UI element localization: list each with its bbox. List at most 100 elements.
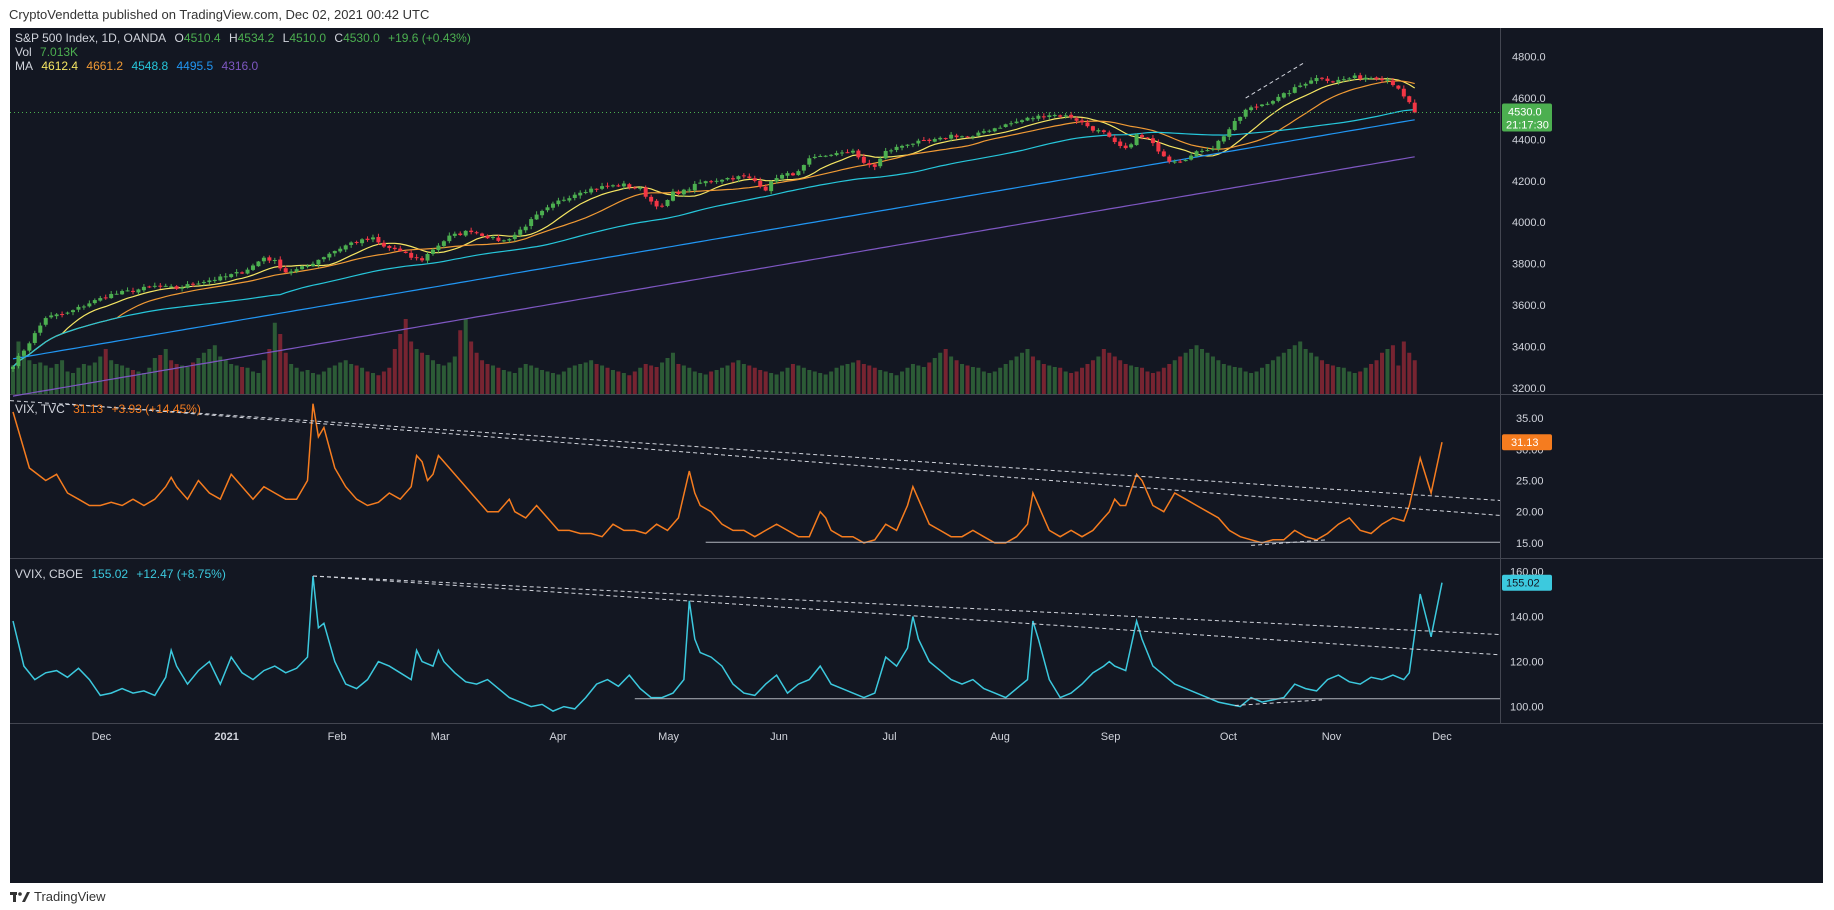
volume-bar bbox=[485, 364, 490, 394]
candle bbox=[703, 180, 708, 187]
candle bbox=[43, 316, 48, 327]
candle bbox=[447, 232, 452, 244]
time-axis-label: Jun bbox=[770, 731, 788, 743]
candle bbox=[147, 285, 152, 289]
candle-body bbox=[747, 176, 752, 178]
candle-body bbox=[1363, 77, 1368, 80]
volume-bar bbox=[1249, 373, 1254, 394]
candle bbox=[1281, 92, 1286, 99]
candle bbox=[616, 183, 621, 187]
volume-bar bbox=[321, 371, 326, 394]
candle bbox=[910, 143, 915, 148]
volume-bar bbox=[1254, 371, 1259, 394]
ma-value-1: 4612.4 bbox=[41, 59, 79, 73]
volume-bar bbox=[496, 367, 501, 394]
volume-bar bbox=[65, 371, 70, 394]
candle bbox=[16, 353, 21, 369]
candle bbox=[790, 172, 795, 176]
candle bbox=[1232, 117, 1237, 132]
volume-bar bbox=[294, 367, 299, 394]
tradingview-logo[interactable]: TradingView bbox=[10, 889, 106, 904]
candle-body bbox=[872, 164, 877, 167]
candle-body bbox=[1254, 106, 1259, 108]
candle bbox=[856, 149, 861, 160]
candle-body bbox=[452, 233, 457, 236]
price-low-label: L bbox=[282, 31, 290, 45]
volume-bar bbox=[1336, 367, 1341, 394]
volume-bar bbox=[747, 365, 752, 394]
price-axis: 4800.0 4600.0 4400.0 4200.0 4000.0 3800.0 3600… bbox=[1512, 52, 1546, 395]
candle-body bbox=[1189, 155, 1194, 160]
candle bbox=[65, 311, 70, 315]
volume-bar bbox=[245, 367, 250, 394]
candle bbox=[1058, 114, 1063, 119]
volume-bar bbox=[180, 365, 185, 394]
candle-body bbox=[1396, 85, 1401, 89]
volume-bar bbox=[1123, 364, 1128, 394]
pane-backgrounds bbox=[10, 28, 1823, 883]
candle-body bbox=[152, 285, 157, 287]
candle bbox=[916, 138, 921, 147]
volume-bar bbox=[703, 374, 708, 394]
price-close-label: C bbox=[334, 31, 344, 45]
candle bbox=[594, 188, 599, 192]
candle bbox=[1003, 123, 1008, 128]
price-trendline bbox=[1245, 61, 1306, 99]
volume-bar bbox=[365, 371, 370, 394]
price-axis-tick: 4600.0 bbox=[1512, 93, 1546, 105]
candle-body bbox=[16, 355, 21, 367]
vix-axis-tick: 25.00 bbox=[1516, 475, 1544, 487]
candle-body bbox=[720, 179, 725, 182]
candle bbox=[818, 154, 823, 158]
candle-body bbox=[223, 276, 228, 278]
volume-bar bbox=[501, 370, 506, 394]
vvix-trendline-2 bbox=[312, 575, 1501, 656]
candle-body bbox=[403, 251, 408, 253]
candle bbox=[21, 349, 26, 358]
candle bbox=[681, 188, 686, 197]
candle-body bbox=[785, 173, 790, 176]
candle bbox=[218, 273, 223, 282]
volume-bar bbox=[32, 364, 37, 394]
candle bbox=[932, 137, 937, 143]
candle bbox=[589, 186, 594, 195]
candle bbox=[1336, 76, 1341, 85]
volume-bar bbox=[1080, 367, 1085, 394]
volume-bar bbox=[463, 319, 468, 394]
candle-body bbox=[572, 194, 577, 198]
volume-bar bbox=[649, 365, 654, 394]
volume-bar bbox=[11, 365, 15, 394]
volume-bar bbox=[1090, 360, 1095, 394]
volume-bar bbox=[1320, 360, 1325, 394]
candle bbox=[1401, 85, 1406, 99]
candle-body bbox=[1058, 115, 1063, 117]
chart-frame[interactable]: 4800.0 4600.0 4400.0 4200.0 4000.0 3800.0 3600… bbox=[10, 28, 1823, 883]
volume-bar bbox=[1276, 356, 1281, 394]
candle-body bbox=[632, 187, 637, 189]
candle bbox=[654, 199, 659, 210]
vvix-value: 155.02 bbox=[91, 567, 129, 581]
volume-bar bbox=[954, 360, 959, 394]
vix-legend: VIX, TVC 31.13 +3.93 (+14.45%) bbox=[15, 402, 206, 416]
candle bbox=[289, 268, 294, 276]
volume-bar bbox=[1014, 356, 1019, 394]
candle bbox=[1221, 134, 1226, 144]
volume-bar bbox=[474, 352, 479, 394]
candle-body bbox=[780, 174, 785, 179]
volume-bar bbox=[452, 356, 457, 394]
candle-body bbox=[840, 152, 845, 154]
candle bbox=[212, 276, 217, 283]
volume-bar bbox=[518, 367, 523, 394]
volume-bar bbox=[523, 364, 528, 394]
volume-bar bbox=[420, 352, 425, 394]
volume-bar bbox=[381, 371, 386, 394]
vvix-low-trendline bbox=[1234, 699, 1323, 706]
candle bbox=[676, 189, 681, 196]
candle bbox=[643, 185, 648, 199]
candle-body bbox=[283, 268, 288, 273]
volume-bar bbox=[338, 362, 343, 394]
tradingview-logo-icon bbox=[10, 891, 30, 902]
candle-body bbox=[1380, 78, 1385, 81]
candle bbox=[1407, 95, 1412, 104]
chart-svg[interactable]: 4800.0 4600.0 4400.0 4200.0 4000.0 3800.0 3600… bbox=[10, 28, 1823, 883]
